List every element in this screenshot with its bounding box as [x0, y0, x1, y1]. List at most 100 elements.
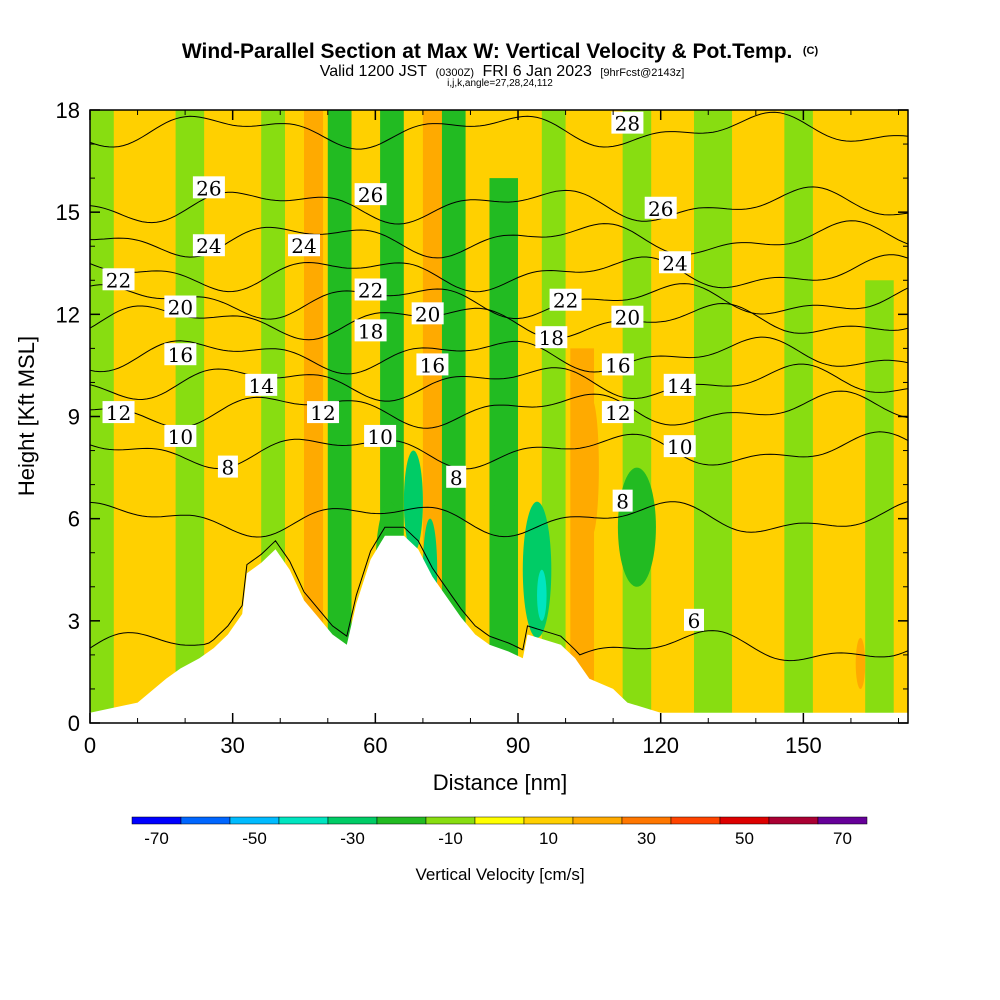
theta-label-text: 8 [450, 466, 463, 490]
theta-label-box [411, 302, 444, 325]
theta-label-text: 28 [615, 112, 640, 136]
theta-label-text: 24 [662, 251, 687, 275]
theta-label: 12 [102, 401, 135, 425]
colorbar-tick-label: -30 [340, 829, 365, 848]
colorbar-swatch [621, 816, 672, 825]
colorbar: -70 -50 -30 -10 10 30 50 70 [131, 816, 868, 848]
theta-label-box [364, 424, 397, 447]
theta-label-box [535, 326, 568, 349]
colorbar-swatch [474, 816, 525, 825]
theta-label-box [354, 278, 387, 301]
x-tick-label: 60 [363, 733, 387, 758]
theta-label-box [612, 489, 633, 512]
theta-contour-14 [90, 363, 908, 402]
theta-label-text: 12 [106, 401, 131, 425]
x-tick-label: 0 [84, 733, 96, 758]
theta-label: 20 [611, 305, 644, 330]
theta-label-box [102, 401, 135, 424]
theta-label: 20 [164, 295, 197, 320]
theta-label-box [288, 234, 321, 257]
theta-contour-18 [90, 302, 908, 341]
theta-label: 24 [192, 234, 225, 258]
theta-label: 22 [354, 278, 387, 302]
velocity-column [465, 110, 490, 723]
velocity-cell [855, 637, 866, 689]
x-axis-label: Distance [nm] [433, 770, 568, 795]
theta-label: 10 [164, 424, 197, 449]
colorbar-swatch [327, 816, 378, 825]
velocity-column [175, 110, 205, 723]
theta-label-text: 6 [688, 609, 701, 633]
colorbar-swatch [670, 816, 721, 825]
velocity-column [327, 110, 352, 723]
theta-contour-20 [90, 283, 908, 320]
colorbar-swatch [425, 816, 476, 825]
velocity-cell [489, 484, 519, 655]
x-tick-label: 150 [785, 733, 822, 758]
colorbar-tick-label: 10 [539, 829, 558, 848]
theta-label: 22 [549, 288, 582, 313]
y-tick-label: 3 [68, 609, 80, 634]
theta-label-text: 14 [248, 374, 273, 398]
theta-label-box [644, 196, 677, 219]
theta-label-box [683, 608, 704, 631]
theta-contour-16 [90, 336, 908, 375]
terrain [90, 535, 908, 723]
y-tick-label: 9 [68, 405, 80, 430]
theta-label-box [192, 234, 225, 257]
theta-label-box [307, 401, 340, 424]
subtitle-utc: (0300Z) [436, 67, 475, 79]
theta-label-text: 12 [310, 401, 335, 425]
theta-label-box [611, 305, 644, 328]
velocity-column [827, 110, 866, 723]
theta-label-text: 26 [196, 176, 221, 200]
y-axis-label: Height [Kft MSL] [14, 336, 39, 496]
theta-contour-8 [90, 501, 908, 538]
theta-label-text: 16 [605, 353, 630, 377]
theta-label-box [164, 424, 197, 447]
theta-label-box [164, 343, 197, 366]
theta-label-box [549, 288, 582, 311]
colorbar-swatch [719, 816, 770, 825]
theta-label: 10 [663, 435, 696, 459]
theta-label: 18 [354, 319, 387, 343]
colorbar-swatch [229, 816, 280, 825]
theta-label-text: 26 [648, 197, 673, 221]
theta-label-box [601, 353, 634, 376]
theta-label: 22 [102, 268, 135, 292]
svg-text:Valid 1200 JST (0300Z): Valid 1200 JST (0300Z) FRI 6 Jan 2023 [9… [320, 63, 685, 80]
theta-label-box [663, 373, 696, 396]
theta-label: 8 [612, 489, 633, 514]
velocity-cell [304, 501, 319, 553]
theta-label-box [354, 183, 387, 206]
colorbar-swatch [572, 816, 623, 825]
velocity-cell [617, 467, 656, 587]
subtitle-indices: i,j,k,angle=27,28,24,112 [447, 78, 553, 89]
colorbar-tick-label: -10 [438, 829, 463, 848]
theta-label-box [446, 465, 467, 488]
velocity-column [865, 280, 894, 723]
colorbar-swatch [278, 816, 329, 825]
theta-label: 8 [217, 455, 238, 480]
theta-label-text: 16 [168, 343, 193, 367]
y-tick-label: 12 [56, 302, 80, 327]
velocity-column [741, 110, 790, 723]
theta-label: 26 [354, 183, 387, 207]
theta-label-text: 22 [358, 278, 383, 302]
x-tick-label: 120 [642, 733, 679, 758]
velocity-column [784, 110, 813, 723]
theta-label: 6 [683, 608, 704, 633]
y-tick-label: 6 [68, 507, 80, 532]
theta-label: 18 [535, 326, 568, 350]
svg-text:Wind-Parallel Section at Max W: Wind-Parallel Section at Max W: Vertical… [182, 40, 819, 63]
theta-label: 28 [611, 111, 644, 136]
colorbar-tick-label: 70 [833, 829, 852, 848]
theta-label-box [245, 373, 278, 396]
chart-title: Wind-Parallel Section at Max W: Vertical… [182, 40, 793, 63]
theta-label-box [192, 176, 225, 199]
theta-label-box [217, 455, 238, 478]
colorbar-swatch [180, 816, 231, 825]
subtitle-date: FRI 6 Jan 2023 [482, 63, 592, 80]
theta-label-text: 10 [367, 425, 392, 449]
colorbar-swatch [131, 816, 182, 825]
